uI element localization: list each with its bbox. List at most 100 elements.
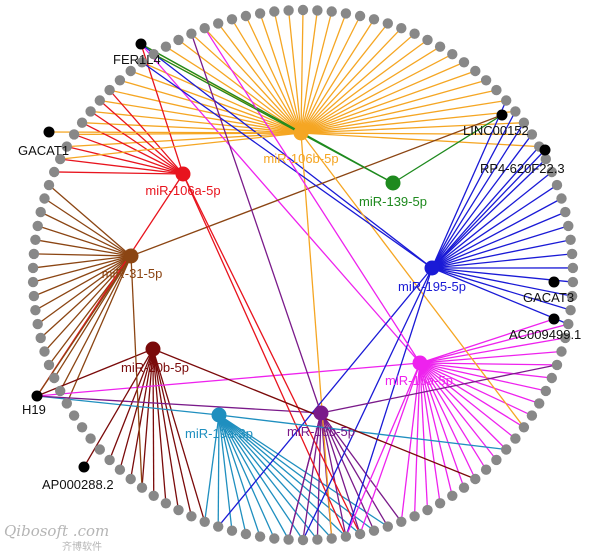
edge-mir106b (99, 99, 302, 134)
edge-mir18b-cross (288, 412, 322, 540)
target-gene-node (326, 533, 337, 544)
lncrna-node-fer1l4 (135, 38, 147, 50)
target-gene-node (326, 6, 337, 17)
lncrna-label: FER1L4 (113, 52, 161, 67)
target-gene-node (104, 454, 115, 466)
target-gene-node (312, 534, 323, 545)
edge-mir195 (431, 171, 553, 269)
target-gene-node (526, 410, 538, 421)
target-gene-node (551, 179, 563, 191)
lncrna-label: GACAT1 (18, 143, 69, 158)
target-gene-node (470, 473, 481, 485)
edge-mir106b (66, 132, 302, 148)
edge-mir106b (300, 46, 441, 134)
target-gene-node (254, 8, 266, 19)
target-gene-node (567, 262, 579, 274)
watermark: Qibosoft .com 齐博软件 (4, 522, 109, 553)
edge-mir195 (431, 267, 573, 297)
edge-mir106b (273, 11, 302, 134)
mirna-node-mir106a (175, 166, 191, 182)
edge-mir18a (419, 362, 540, 405)
edge-mir195-cross (345, 267, 433, 537)
target-gene-node (297, 534, 309, 546)
edge-mir19a (218, 414, 318, 541)
edge-mir195 (431, 100, 507, 269)
edge-mir18a-cross (359, 362, 421, 535)
target-gene-node (148, 49, 159, 60)
edge-mir19a (218, 414, 375, 532)
edge-mir106b (300, 39, 428, 134)
edge-mir18b (320, 412, 389, 527)
lncrna-node-h19 (31, 390, 43, 402)
edge-mir106b (300, 33, 415, 134)
target-gene-node (458, 57, 470, 68)
target-gene-node (556, 193, 567, 204)
target-gene-node (254, 531, 266, 542)
target-gene-node (27, 262, 39, 274)
target-gene-node (173, 34, 184, 46)
target-gene-node (434, 498, 446, 509)
mirna-label: miR-106b-5p (263, 151, 338, 166)
target-gene-node (447, 490, 458, 501)
mirna-node-mir139 (385, 175, 401, 191)
target-gene-node (312, 5, 323, 16)
edge-mir31 (59, 255, 132, 392)
target-gene-node (94, 444, 106, 455)
edge-mir31-cross (130, 255, 143, 488)
edge-mir31 (37, 225, 132, 257)
edge-mir18a-lnc (419, 318, 555, 364)
target-gene-node (28, 290, 40, 302)
target-gene-node (39, 346, 50, 357)
target-gene-node (240, 528, 252, 540)
edge-mir31 (66, 255, 132, 404)
edge-mir18a-lnc (140, 43, 421, 364)
edge-mir195 (431, 122, 525, 269)
target-gene-node (269, 533, 280, 544)
mirna-node-mir31 (123, 248, 139, 264)
lncrna-node-linc00152 (496, 109, 508, 121)
edge-mir18a (419, 362, 441, 504)
edge-mir106a (66, 145, 184, 175)
edge-mir106b (190, 33, 302, 134)
target-gene-node (422, 504, 433, 516)
target-gene-node (30, 305, 41, 316)
target-gene-node (526, 129, 538, 140)
edge-mir195 (431, 225, 569, 269)
edge-mir18b-cross (320, 364, 558, 414)
target-gene-node (35, 332, 46, 344)
target-gene-node (470, 65, 481, 77)
target-gene-node (551, 359, 563, 371)
edge-mir106a (54, 171, 184, 175)
target-gene-node (213, 18, 224, 29)
edge-mir195 (431, 197, 562, 269)
edge-mir18a (419, 362, 557, 366)
target-gene-node (283, 534, 294, 545)
edge-mir106b (231, 18, 302, 134)
lncrna-node-gacat3 (548, 276, 560, 288)
target-gene-node (85, 433, 96, 444)
target-gene-node (186, 511, 197, 522)
edge-mir106b (109, 89, 302, 134)
target-gene-node (518, 117, 530, 128)
edge-mir19a (218, 414, 290, 540)
target-gene-node (540, 153, 551, 165)
edge-mir20b (152, 348, 193, 517)
edge-mir18a-cross (345, 362, 421, 537)
edge-mir195 (431, 267, 571, 311)
target-gene-node (297, 4, 309, 16)
edge-mir106b (119, 79, 302, 134)
target-gene-node (61, 141, 72, 152)
target-gene-node (510, 433, 521, 444)
target-gene-node (340, 531, 352, 542)
watermark-brand: Qibosoft .com (4, 522, 109, 540)
target-gene-node (480, 75, 492, 86)
edge-mir31 (33, 253, 132, 257)
edge-mir106b-lnc (48, 131, 302, 134)
edge-mir18a (419, 362, 465, 488)
mirna-node-mir19a (211, 407, 227, 423)
target-gene-node (546, 166, 557, 178)
lncrna-label: LINC00152 (463, 123, 529, 138)
edge-mir195-cross (217, 267, 433, 528)
target-gene-node (148, 490, 159, 501)
